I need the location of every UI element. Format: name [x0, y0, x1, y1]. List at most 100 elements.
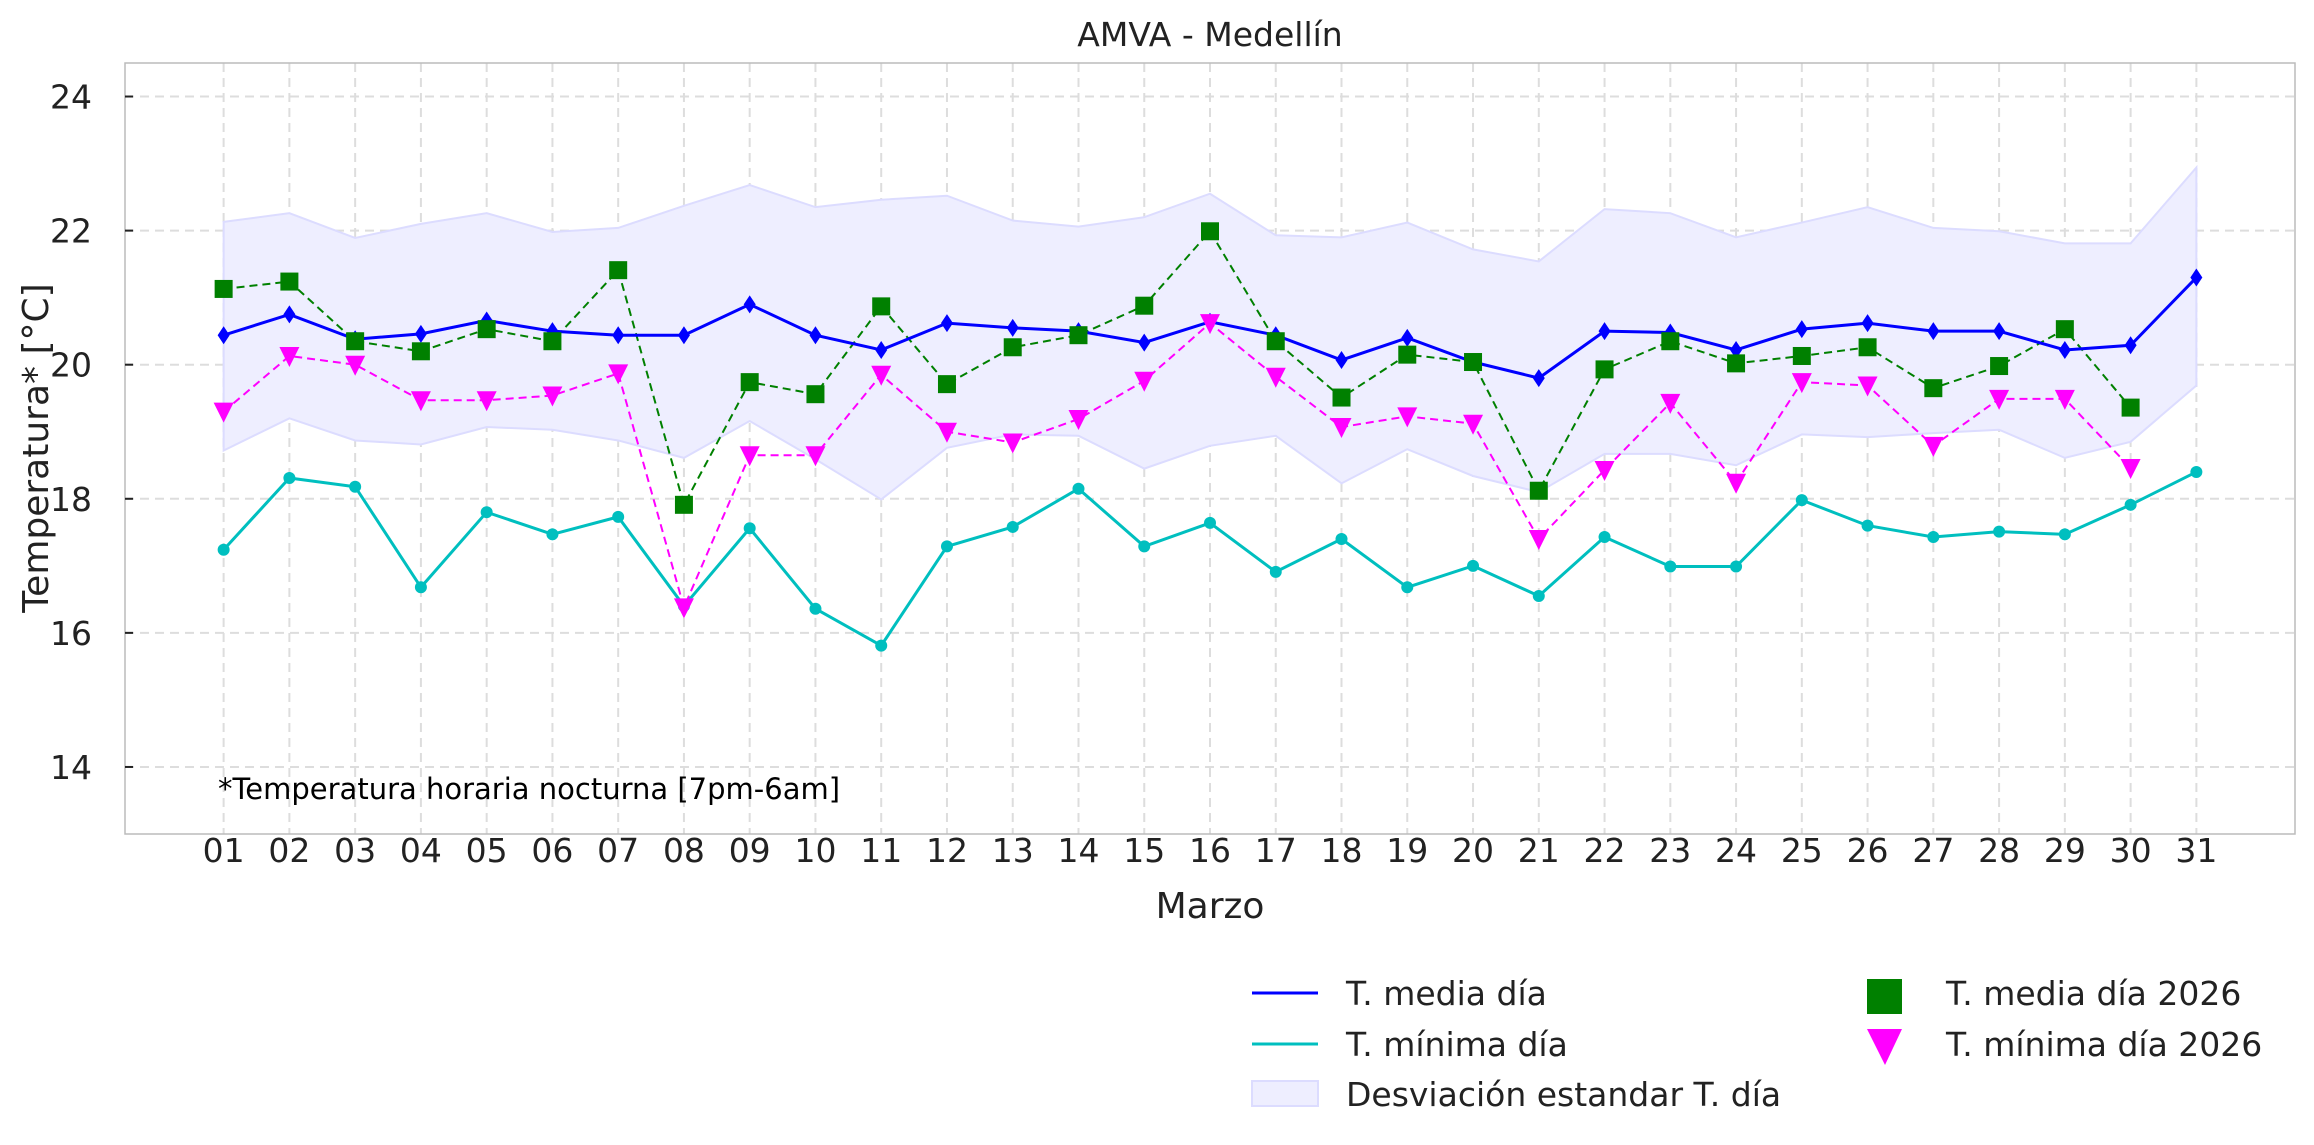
- x-tick-label: 21: [1518, 831, 1560, 870]
- grid: [125, 63, 2295, 834]
- x-tick-label: 08: [663, 831, 705, 870]
- y-axis-label: Temperatura* [°C]: [16, 283, 57, 613]
- point-media: [875, 340, 888, 359]
- x-tick-label: 11: [860, 831, 902, 870]
- x-axis-label: Marzo: [1156, 886, 1265, 927]
- y-tick-label: 22: [50, 212, 92, 251]
- point-minima: [1269, 565, 1282, 578]
- point-minima-2026: [476, 391, 497, 412]
- x-tick-label: 05: [466, 831, 508, 870]
- point-minima: [283, 471, 296, 484]
- point-minima: [1532, 589, 1545, 602]
- point-media-2026: [411, 342, 430, 361]
- point-minima: [546, 528, 559, 541]
- point-minima: [1467, 559, 1480, 572]
- y-axis: 14 16 18 20 22 24: [50, 78, 133, 787]
- point-media-2026: [609, 261, 628, 280]
- point-minima: [1664, 560, 1677, 573]
- point-minima: [1795, 494, 1808, 507]
- legend-label-band: Desviación estandar T. día: [1346, 1075, 1781, 1114]
- annotation-note: *Temperatura horaria nocturna [7pm-6am]: [218, 772, 840, 806]
- point-minima-2026: [1528, 530, 1549, 551]
- point-minima: [743, 522, 756, 535]
- point-media: [1861, 314, 1874, 333]
- point-minima-2026: [1594, 460, 1615, 481]
- x-tick-label: 01: [203, 831, 245, 870]
- legend-swatch-minima-2026: [1867, 1029, 1902, 1065]
- point-minima-2026: [345, 355, 366, 376]
- x-axis: 01 02 03 04 05 06 07 08 09 10 11 12 13 14 15 16 17 18 19 20…: [203, 831, 2218, 870]
- point-minima-2026: [213, 402, 234, 423]
- point-minima-2026: [1134, 371, 1155, 392]
- x-tick-label: 15: [1123, 831, 1165, 870]
- x-tick-label: 25: [1781, 831, 1823, 870]
- point-media-2026: [1398, 345, 1417, 364]
- x-tick-label: 06: [531, 831, 573, 870]
- plot-frame: [124, 62, 2296, 835]
- point-media: [1993, 322, 2006, 341]
- point-media-2026: [2121, 398, 2140, 417]
- y-tick-label: 16: [50, 614, 92, 653]
- point-minima-2026: [1200, 314, 1220, 335]
- point-minima: [1335, 533, 1348, 546]
- point-minima-2026: [1791, 373, 1812, 394]
- series-line-minima-2026: [222, 321, 2132, 611]
- x-tick-label: 10: [794, 831, 836, 870]
- x-tick-label: 26: [1847, 831, 1889, 870]
- point-media-2026: [1990, 357, 2009, 376]
- point-minima-2026: [2120, 458, 2141, 479]
- x-tick-label: 18: [1321, 831, 1363, 870]
- point-minima-2026: [1857, 376, 1878, 397]
- point-media: [2190, 268, 2203, 287]
- y-tick-label: 24: [50, 78, 92, 117]
- point-media-2026: [1529, 481, 1548, 500]
- point-minima-2026: [871, 365, 892, 386]
- x-tick-label: 23: [1649, 831, 1691, 870]
- point-media-2026: [1595, 360, 1614, 379]
- point-minima: [2190, 465, 2203, 478]
- point-minima: [940, 540, 953, 553]
- x-tick-label: 24: [1715, 831, 1757, 870]
- point-media-2026: [674, 495, 693, 514]
- point-minima-2026: [608, 364, 629, 385]
- point-minima-2026: [739, 446, 760, 467]
- point-media-2026: [740, 373, 759, 392]
- point-minima: [1006, 520, 1019, 533]
- series-line-media-2026: [223, 229, 2132, 508]
- point-minima-2026: [1397, 407, 1418, 428]
- point-media-2026: [477, 320, 496, 339]
- point-minima: [1861, 519, 1874, 532]
- point-media: [2058, 340, 2071, 359]
- point-media-2026: [1464, 353, 1483, 372]
- point-minima: [1730, 560, 1743, 573]
- point-minima-2026: [279, 346, 300, 367]
- point-media-2026: [1266, 332, 1285, 351]
- point-minima: [1598, 530, 1611, 543]
- legend-label-minima: T. mínima día: [1345, 1025, 1568, 1064]
- y-tick-label: 14: [50, 748, 92, 787]
- point-media-2026: [280, 272, 299, 291]
- point-minima: [1072, 482, 1085, 495]
- point-media: [1335, 351, 1348, 370]
- point-minima-2026: [1463, 414, 1484, 435]
- point-minima: [217, 543, 230, 556]
- point-minima-2026: [805, 446, 826, 467]
- x-tick-label: 20: [1452, 831, 1494, 870]
- point-media: [1401, 328, 1414, 347]
- point-media: [1532, 369, 1545, 388]
- point-minima-2026: [1923, 436, 1944, 457]
- legend-label-media: T. media día: [1345, 974, 1547, 1013]
- point-minima: [480, 506, 493, 519]
- point-minima: [1927, 530, 1940, 543]
- x-tick-label: 12: [926, 831, 968, 870]
- point-minima: [875, 639, 888, 652]
- point-media-2026: [1661, 332, 1680, 351]
- x-tick-label: 07: [597, 831, 639, 870]
- legend-label-media-2026: T. media día 2026: [1945, 974, 2241, 1013]
- point-media-2026: [1924, 379, 1943, 398]
- point-media: [677, 326, 690, 345]
- point-minima-2026: [936, 422, 957, 443]
- point-minima-2026: [410, 391, 431, 412]
- point-media: [612, 326, 625, 345]
- point-media: [1598, 322, 1611, 341]
